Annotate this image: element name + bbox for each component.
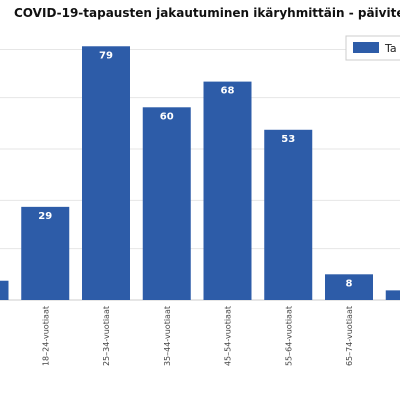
bar — [385, 290, 400, 300]
bars — [0, 46, 400, 301]
bar — [21, 206, 70, 300]
legend: Ta — [345, 35, 400, 61]
bar — [325, 274, 373, 300]
x-tick-label: 45–54-vuotiaat — [224, 306, 233, 366]
legend-label: Ta — [384, 42, 397, 55]
data-label: 29 — [38, 211, 52, 222]
data-label: 79 — [99, 50, 113, 61]
data-labels: 29 79 60 68 53 8 — [38, 50, 352, 289]
chart-title: COVID-19-tapausten jakautuminen ikäryhmi… — [14, 6, 400, 20]
x-tick-labels: 18–24-vuotiaat 25–34-vuotiaat 35–44-vuotia… — [41, 306, 354, 366]
x-tick-label: 18–24-vuotiaat — [41, 306, 50, 366]
bar — [203, 81, 252, 300]
data-label: 53 — [281, 134, 295, 145]
x-tick-label: 55–64-vuotiaat — [284, 306, 293, 366]
legend-swatch — [353, 42, 379, 53]
bar — [0, 280, 9, 300]
x-tick-label: 65–74-vuotiaat — [345, 306, 354, 366]
data-label: 8 — [346, 278, 353, 289]
x-tick-label: 35–44-vuotiaat — [163, 306, 172, 366]
bar — [264, 129, 313, 300]
bar — [142, 107, 191, 300]
x-tick-label: 25–34-vuotiaat — [102, 306, 111, 366]
data-label: 68 — [221, 86, 235, 97]
bar — [82, 46, 130, 301]
data-label: 60 — [160, 111, 174, 122]
